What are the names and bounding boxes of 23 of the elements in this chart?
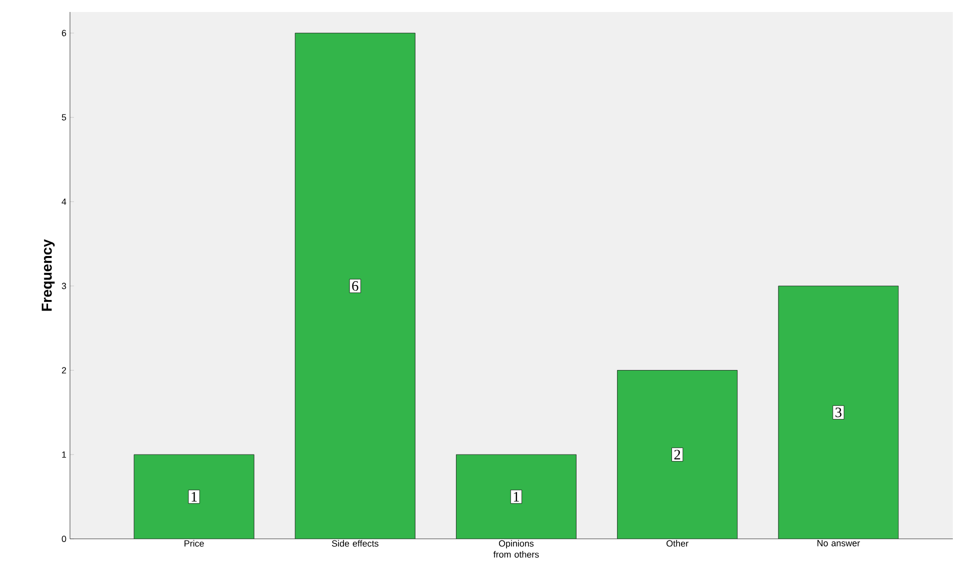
x-tick-label: Price [184, 540, 204, 547]
bar [617, 370, 738, 539]
x-tick-label: Other [666, 540, 688, 547]
y-axis-title: Frequency [42, 239, 55, 311]
y-tick-label: 3 [62, 282, 66, 290]
y-tick-label: 4 [62, 198, 66, 205]
data-label: 6 [352, 281, 358, 291]
y-tick-label: 2 [62, 367, 66, 374]
x-tick-label: Side effects [332, 540, 378, 547]
data-label: 1 [514, 492, 519, 502]
y-tick-label: 5 [62, 114, 66, 121]
y-tick-label: 1 [62, 452, 66, 458]
bar [134, 454, 254, 539]
bar [295, 33, 416, 539]
y-tick-label: 6 [62, 30, 66, 36]
data-label: 3 [836, 408, 842, 418]
y-tick-label: 0 [62, 536, 66, 542]
bar [778, 286, 899, 539]
x-tick-label: No answer [817, 540, 860, 546]
data-label: 2 [674, 450, 680, 460]
data-label: 1 [192, 492, 197, 502]
x-tick-label: Opinions from others [493, 540, 539, 558]
bar [456, 454, 576, 539]
